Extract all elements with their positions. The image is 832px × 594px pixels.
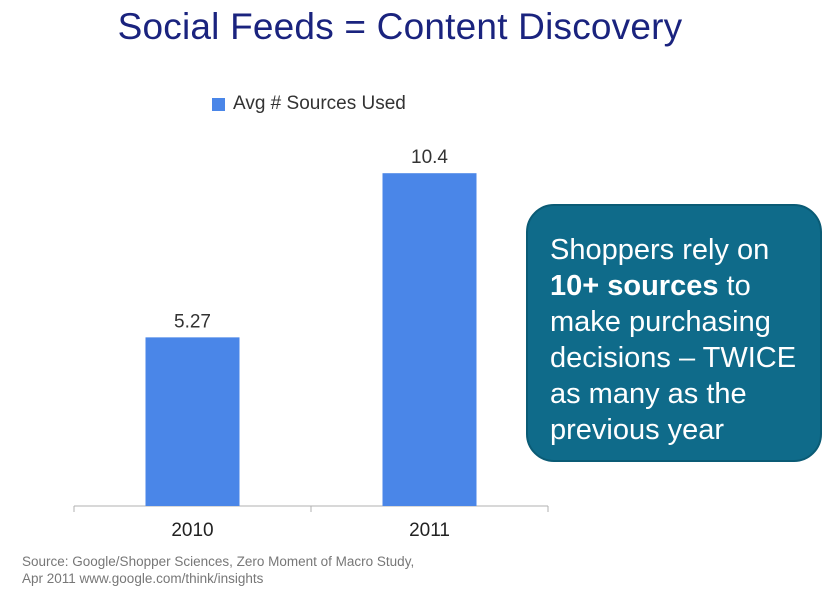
page-title: Social Feeds = Content Discovery — [117, 6, 683, 47]
x-tick-label-2010: 2010 — [171, 520, 213, 541]
data-label-2010: 5.27 — [174, 311, 211, 332]
bar-2011 — [382, 173, 477, 506]
legend-swatch — [212, 97, 225, 111]
callout-text-before: Shoppers rely on — [550, 234, 770, 266]
bar-chart: 5.27 2010 10.4 2011 — [73, 147, 549, 541]
data-label-2011: 10.4 — [411, 147, 448, 168]
callout-emphasis: 10+ sources — [550, 270, 719, 302]
legend-label: Avg # Sources Used — [233, 93, 406, 114]
callout-text-after: to make purchasing decisions – TWICE as … — [550, 270, 797, 446]
source-line-2: Apr 2011 www.google.com/think/insights — [22, 571, 264, 586]
x-tick-label-2011: 2011 — [409, 520, 450, 541]
chart-legend: Avg # Sources Used — [212, 92, 406, 116]
bar-2010 — [145, 337, 240, 506]
source-line-1: Source: Google/Shopper Sciences, Zero Mo… — [22, 554, 415, 569]
callout-box: Shoppers rely on 10+ sources to make pur… — [526, 204, 822, 462]
source-note: Source: Google/Shopper Sciences, Zero Mo… — [22, 553, 414, 587]
